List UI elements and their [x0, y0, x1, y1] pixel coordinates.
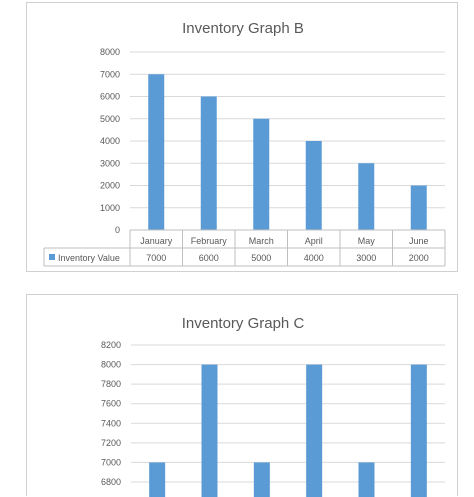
chart-b-bar	[305, 141, 322, 230]
chart-b-x-tick-label: April	[305, 236, 323, 246]
chart-b-bar	[148, 74, 165, 230]
chart-b-y-tick-label: 2000	[100, 181, 120, 191]
chart-c-y-tick-label: 7600	[101, 399, 121, 409]
chart-b-data-label: 2000	[409, 253, 429, 263]
chart-b-y-tick-label: 1000	[100, 203, 120, 213]
chart-b-bar	[410, 185, 427, 230]
chart-b-y-axis: 8000 7000 6000 5000 4000 3000 2000 1000 0	[100, 47, 120, 235]
chart-b-x-tick-label: February	[191, 236, 228, 246]
chart-c-bars	[149, 364, 427, 497]
chart-b-bar	[253, 118, 270, 230]
chart-b-data-label: 5000	[251, 253, 271, 263]
chart-c-gridlines	[131, 344, 445, 483]
chart-b-x-tick-label: January	[140, 236, 173, 246]
chart-b-x-tick-label: May	[358, 236, 376, 246]
chart-c-y-tick-label: 7800	[101, 379, 121, 389]
chart-b-bars	[148, 74, 427, 230]
chart-c-y-tick-label: 7200	[101, 438, 121, 448]
chart-b-y-tick-label: 8000	[100, 47, 120, 57]
chart-c-title: Inventory Graph C	[182, 315, 305, 332]
chart-b-data-label: 7000	[146, 253, 166, 263]
chart-b-title: Inventory Graph B	[182, 20, 304, 37]
chart-b-y-tick-label: 0	[115, 225, 120, 235]
chart-b-bar	[358, 163, 375, 230]
chart-c-bar	[253, 462, 270, 497]
chart-c-bar	[149, 462, 166, 497]
chart-b-y-tick-label: 4000	[100, 136, 120, 146]
chart-b-svg: Inventory Graph B 8000 7000 6000 5000 4000 30…	[43, 20, 446, 267]
chart-b-data-label: 6000	[199, 253, 219, 263]
chart-c-y-tick-label: 8000	[101, 360, 121, 370]
chart-c-y-axis: 8200 8000 7800 7600 7400 7200 7000 6800	[101, 340, 121, 487]
chart-c-bar	[358, 462, 375, 497]
chart-b-legend-key	[49, 254, 55, 260]
chart-b-y-tick-label: 3000	[100, 158, 120, 168]
chart-b-data-label: 4000	[304, 253, 324, 263]
chart-c-bar	[306, 364, 323, 497]
chart-c-bar	[410, 364, 427, 497]
chart-c-svg: Inventory Graph C 8200 8000 7800 7600 7400 72…	[101, 315, 445, 497]
chart-b-data-label: 3000	[356, 253, 376, 263]
chart-c-bar	[201, 364, 218, 497]
chart-b-y-tick-label: 7000	[100, 69, 120, 79]
chart-b-x-tick-label: June	[409, 236, 429, 246]
chart-b-bar	[200, 96, 217, 230]
chart-b-y-tick-label: 6000	[100, 92, 120, 102]
chart-panel-inventory-graph-b: Inventory Graph B 8000 7000 6000 5000 4000 30…	[26, 2, 458, 272]
chart-b-legend-label: Inventory Value	[58, 253, 120, 263]
chart-panel-inventory-graph-c: Inventory Graph C 8200 8000 7800 7600 7400 72…	[26, 294, 458, 497]
chart-b-y-tick-label: 5000	[100, 114, 120, 124]
chart-c-y-tick-label: 8200	[101, 340, 121, 350]
chart-b-data-table: January 7000 February 6000 March 5000 April 400…	[43, 229, 446, 267]
chart-c-y-tick-label: 6800	[101, 477, 121, 487]
chart-c-y-tick-label: 7000	[101, 457, 121, 467]
chart-b-gridlines	[130, 51, 445, 231]
chart-c-y-tick-label: 7400	[101, 418, 121, 428]
chart-b-x-tick-label: March	[249, 236, 274, 246]
